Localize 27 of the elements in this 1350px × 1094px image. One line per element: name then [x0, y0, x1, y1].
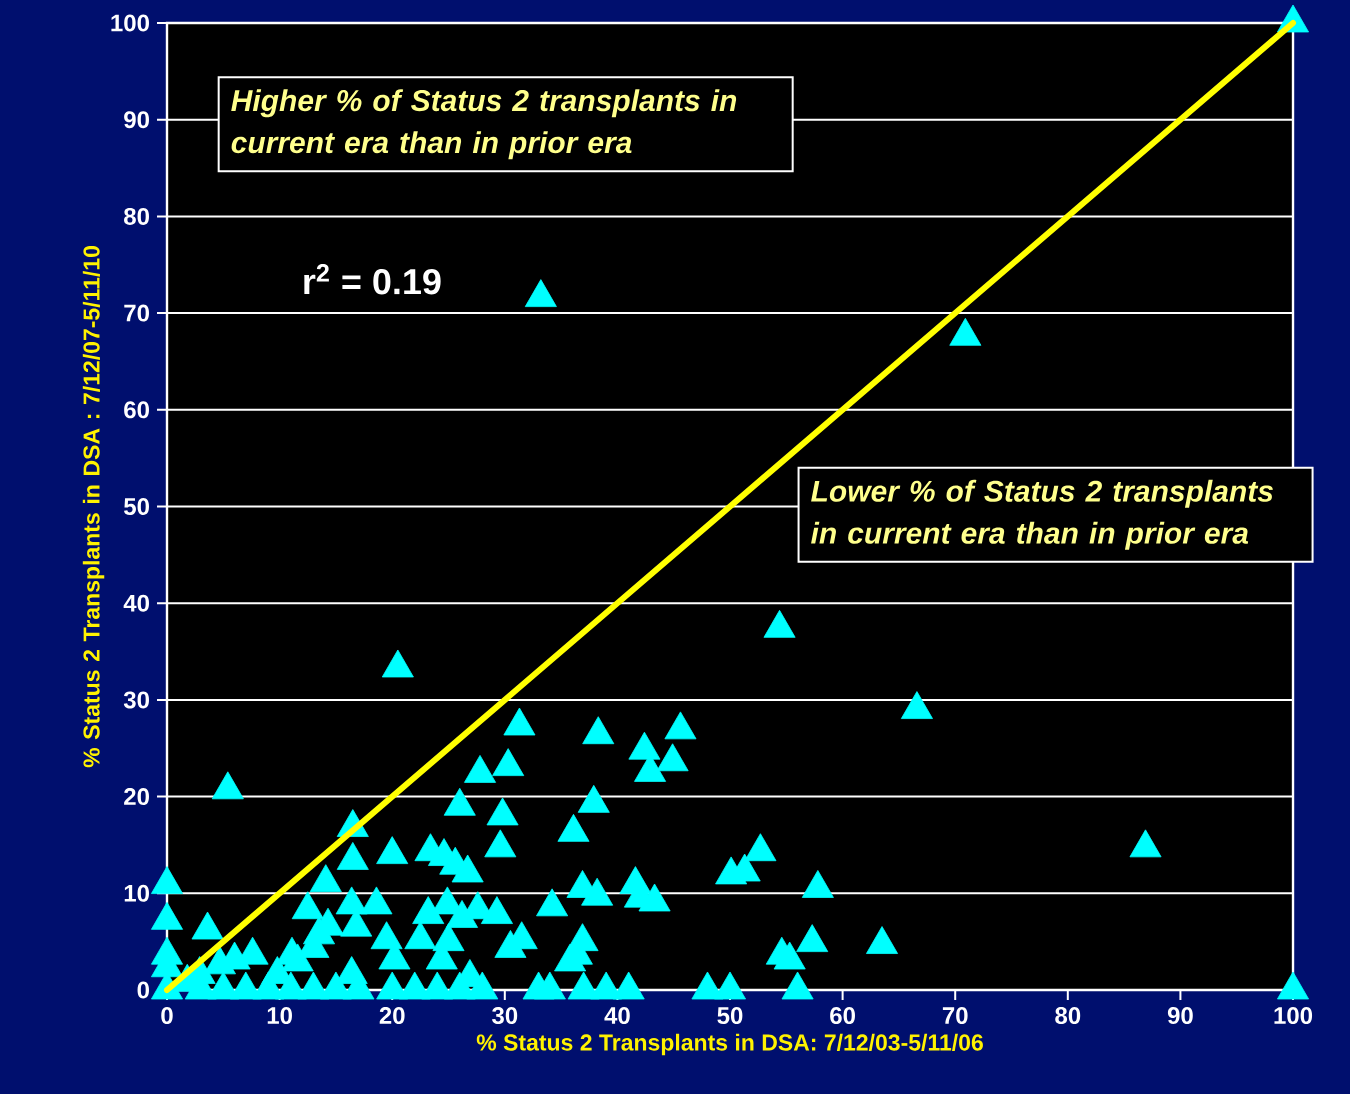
- x-tick-label: 50: [717, 1007, 743, 1025]
- x-tick-label: 0: [161, 1007, 173, 1025]
- y-tick-label: 70: [124, 304, 149, 322]
- y-tick-label: 50: [124, 498, 149, 515]
- y-tick-label: 80: [124, 207, 149, 225]
- y-axis-title: % Status 2 Transplants in DSA : 7/12/07-5/11/10: [82, 246, 105, 768]
- y-tick-label: 100: [111, 14, 149, 32]
- x-tick-label: 60: [830, 1007, 855, 1025]
- x-tick-label: 90: [1167, 1007, 1193, 1025]
- y-tick-label: 30: [123, 691, 149, 709]
- x-tick-label: 70: [942, 1007, 968, 1025]
- annotation: r$^{2}$ = 0.19: [304, 264, 441, 295]
- y-tick-label: 40: [123, 594, 149, 612]
- annotation: Higher % of Status 2 transplants in current era than in prior era: [231, 89, 737, 160]
- annotation: Lower % of Status 2 transplants in current era than in prior era: [811, 479, 1273, 550]
- x-tick-label: 80: [1055, 1007, 1081, 1025]
- y-tick-label: 0: [137, 981, 149, 999]
- y-tick-label: 90: [124, 111, 149, 129]
- x-tick-label: 100: [1274, 1007, 1313, 1025]
- y-tick-label: 20: [124, 788, 149, 806]
- y-tick-label: 60: [124, 401, 149, 419]
- x-axis-title: % Status 2 Transplants in DSA: 7/12/03-5/11/06: [476, 1033, 983, 1056]
- y-tick-label: 10: [124, 884, 149, 902]
- x-tick-label: 10: [267, 1007, 292, 1025]
- x-tick-label: 30: [492, 1007, 518, 1025]
- x-tick-label: 20: [379, 1007, 405, 1025]
- x-tick-label: 40: [604, 1007, 630, 1025]
